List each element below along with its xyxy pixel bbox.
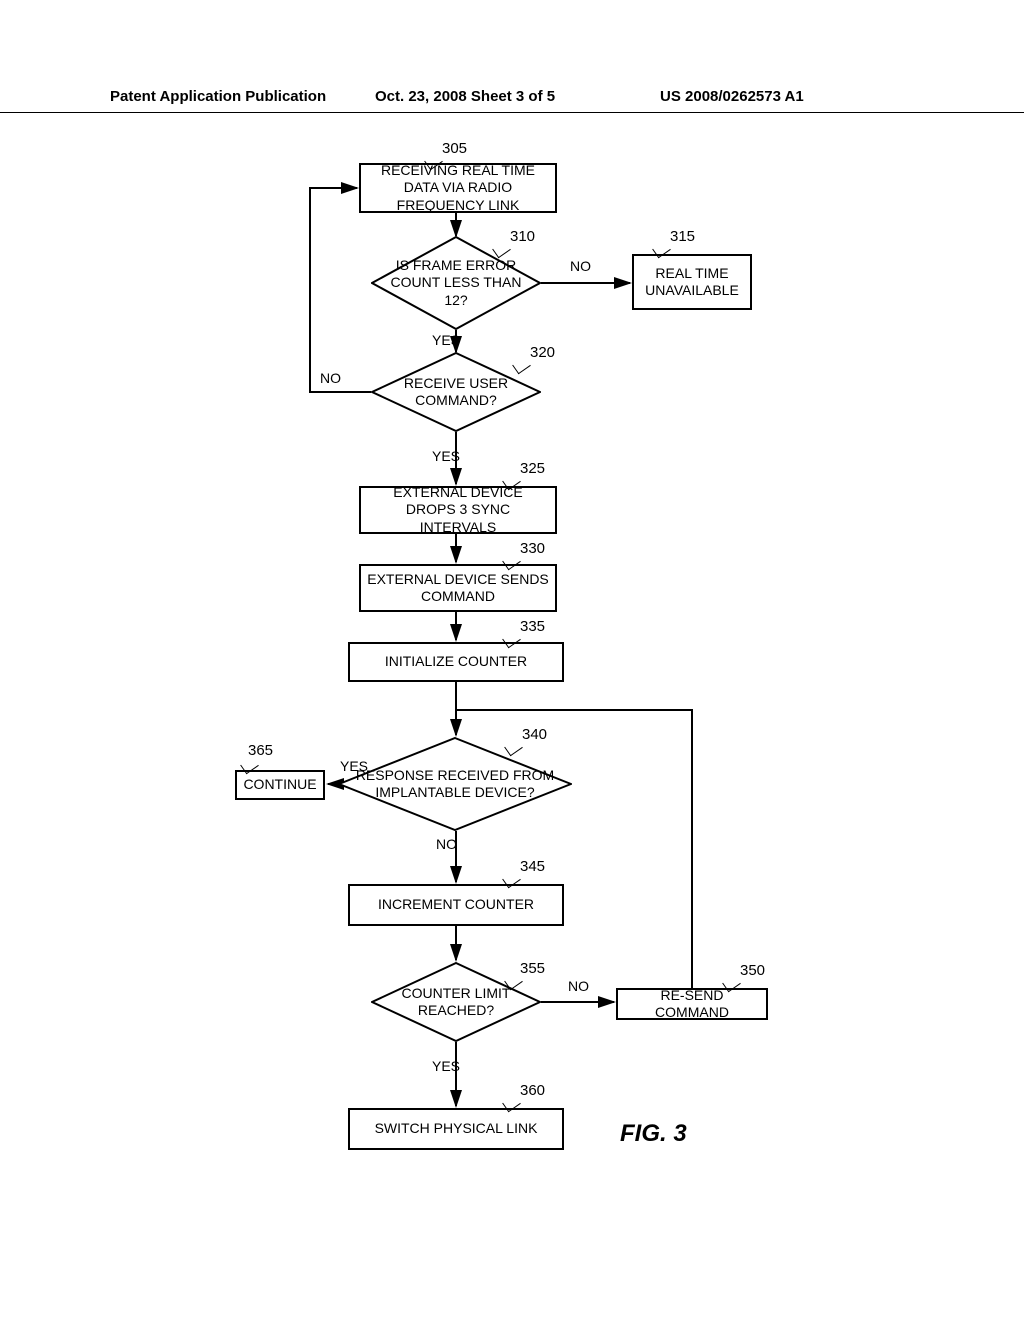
header-center: Oct. 23, 2008 Sheet 3 of 5 (375, 88, 555, 105)
node-360: SWITCH PHYSICAL LINK (348, 1108, 564, 1150)
node-360-text: SWITCH PHYSICAL LINK (375, 1120, 538, 1138)
node-310: IS FRAME ERROR COUNT LESS THAN 12? (371, 236, 541, 330)
label-310-no: NO (570, 258, 591, 274)
label-320-no: NO (320, 370, 341, 386)
label-355-yes: YES (432, 1058, 460, 1074)
label-355-no: NO (568, 978, 589, 994)
node-325-text: EXTERNAL DEVICE DROPS 3 SYNC INTERVALS (367, 484, 549, 537)
node-340: RESPONSE RECEIVED FROM IMPLANTABLE DEVIC… (338, 737, 572, 831)
label-320-yes: YES (432, 448, 460, 464)
header-right: US 2008/0262573 A1 (660, 88, 804, 105)
ref-310: 310 (510, 228, 535, 245)
ref-320: 320 (530, 344, 555, 361)
ref-325: 325 (520, 460, 545, 477)
node-335-text: INITIALIZE COUNTER (385, 653, 527, 671)
node-330-text: EXTERNAL DEVICE SENDS COMMAND (367, 571, 549, 606)
node-335: INITIALIZE COUNTER (348, 642, 564, 682)
label-340-no: NO (436, 836, 457, 852)
node-330: EXTERNAL DEVICE SENDS COMMAND (359, 564, 557, 612)
node-315: REAL TIME UNAVAILABLE (632, 254, 752, 310)
node-345-text: INCREMENT COUNTER (378, 896, 534, 914)
node-345: INCREMENT COUNTER (348, 884, 564, 926)
node-325: EXTERNAL DEVICE DROPS 3 SYNC INTERVALS (359, 486, 557, 534)
figure-caption: FIG. 3 (620, 1120, 687, 1148)
ref-330: 330 (520, 540, 545, 557)
header-left: Patent Application Publication (110, 88, 326, 105)
ref-355: 355 (520, 960, 545, 977)
node-365-text: CONTINUE (243, 776, 316, 794)
node-365: CONTINUE (235, 770, 325, 800)
label-310-yes: YES (432, 332, 460, 348)
ref-360: 360 (520, 1082, 545, 1099)
ref-350: 350 (740, 962, 765, 979)
node-305: RECEIVING REAL TIME DATA VIA RADIO FREQU… (359, 163, 557, 213)
ref-315: 315 (670, 228, 695, 245)
ref-305: 305 (442, 140, 467, 157)
node-350-text: RE-SEND COMMAND (624, 987, 760, 1022)
ref-335: 335 (520, 618, 545, 635)
label-340-yes: YES (340, 758, 368, 774)
node-305-text: RECEIVING REAL TIME DATA VIA RADIO FREQU… (367, 162, 549, 215)
node-350: RE-SEND COMMAND (616, 988, 768, 1020)
page-header: Patent Application Publication Oct. 23, … (0, 88, 1024, 113)
node-315-text: REAL TIME UNAVAILABLE (640, 265, 744, 300)
ref-340: 340 (522, 726, 547, 743)
ref-345: 345 (520, 858, 545, 875)
